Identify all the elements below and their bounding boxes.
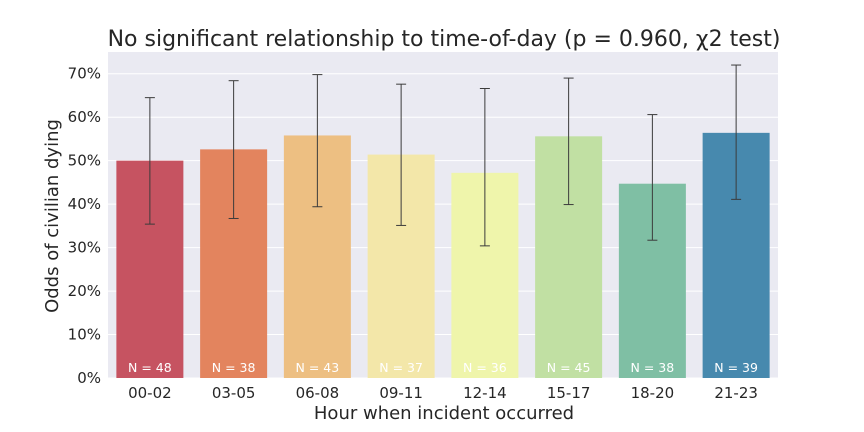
n-label: N = 36 bbox=[463, 360, 507, 375]
y-tick-label: 0% bbox=[77, 369, 101, 387]
y-tick-label: 60% bbox=[68, 108, 101, 126]
error-bar-00-02 bbox=[144, 97, 155, 225]
n-label: N = 38 bbox=[631, 360, 675, 375]
error-bar-03-05 bbox=[228, 80, 239, 219]
error-bar-15-17 bbox=[563, 77, 574, 206]
x-axis-ticks: 00-02 03-05 06-08 09-11 12-14 15-17 18-20 21-23 bbox=[128, 384, 758, 402]
n-label: N = 43 bbox=[296, 360, 340, 375]
x-tick-label: 00-02 bbox=[128, 384, 172, 402]
n-label: N = 37 bbox=[379, 360, 423, 375]
x-tick-label: 21-23 bbox=[714, 384, 758, 402]
y-tick-label: 30% bbox=[68, 239, 101, 257]
y-tick-label: 10% bbox=[68, 326, 101, 344]
error-bar-21-23 bbox=[731, 64, 742, 200]
bars bbox=[116, 132, 770, 378]
n-label: N = 45 bbox=[547, 360, 591, 375]
y-axis-ticks: 0% 10% 20% 30% 40% 50% 60% 70% bbox=[68, 65, 101, 387]
x-tick-label: 03-05 bbox=[212, 384, 256, 402]
error-bars bbox=[144, 64, 742, 247]
x-tick-label: 06-08 bbox=[296, 384, 340, 402]
n-label: N = 38 bbox=[212, 360, 256, 375]
chart-title: No significant relationship to time-of-d… bbox=[108, 27, 781, 52]
y-tick-label: 20% bbox=[68, 282, 101, 300]
error-bar-12-14 bbox=[479, 88, 490, 247]
y-axis-label: Odds of civilian dying bbox=[42, 119, 63, 313]
n-label: N = 39 bbox=[714, 360, 758, 375]
error-bar-06-08 bbox=[312, 74, 323, 208]
x-tick-label: 09-11 bbox=[379, 384, 423, 402]
y-tick-label: 40% bbox=[68, 195, 101, 213]
y-tick-label: 70% bbox=[68, 65, 101, 83]
n-labels: N = 48 N = 38 N = 43 N = 37 N = 36 N = 45 N = … bbox=[128, 360, 758, 375]
x-tick-label: 12-14 bbox=[463, 384, 507, 402]
error-bar-18-20 bbox=[647, 114, 658, 241]
x-axis-label: Hour when incident occurred bbox=[314, 403, 574, 424]
n-label: N = 48 bbox=[128, 360, 172, 375]
y-tick-label: 50% bbox=[68, 152, 101, 170]
x-tick-label: 15-17 bbox=[547, 384, 591, 402]
x-tick-label: 18-20 bbox=[631, 384, 675, 402]
error-bar-09-11 bbox=[396, 83, 407, 226]
